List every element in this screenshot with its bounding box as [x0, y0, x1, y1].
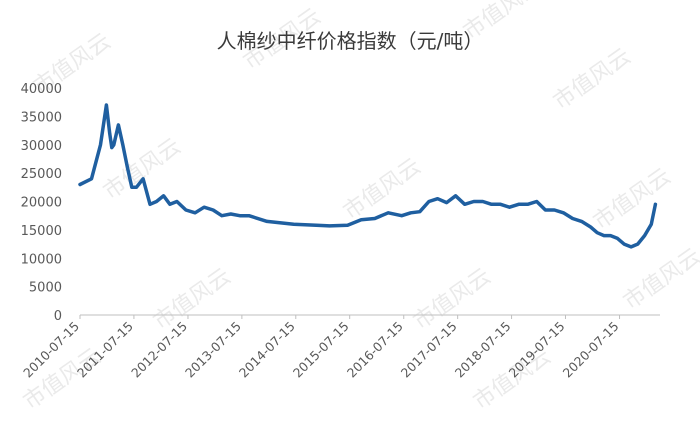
y-tick-label: 5000 [29, 281, 62, 296]
x-tick-label: 2014-07-15 [236, 319, 298, 381]
y-tick-label: 10000 [21, 252, 62, 267]
watermark-text: 市值风云 [589, 164, 675, 235]
series-layer [78, 103, 658, 249]
y-tick-label: 35000 [21, 110, 62, 125]
y-tick-label: 30000 [21, 139, 62, 154]
x-tick-label: 2016-07-15 [344, 319, 406, 381]
y-tick-label: 20000 [21, 196, 62, 211]
watermark-text: 市值风云 [619, 244, 700, 315]
watermark-text: 市值风云 [549, 44, 635, 115]
y-tick-label: 25000 [21, 167, 62, 182]
y-tick-label: 15000 [21, 224, 62, 239]
y-tick-label: 0 [54, 309, 62, 324]
y-axis-ticks: 0 5000 10000 15000 20000 25000 30000 35000 40000 [21, 82, 62, 324]
x-tick-label: 2020-07-15 [560, 319, 622, 381]
chart-title: 人棉纱中纤价格指数（元/吨） [217, 29, 484, 53]
y-tick-label: 40000 [21, 82, 62, 97]
x-tick-label: 2013-07-15 [182, 319, 244, 381]
watermark-text: 市值风云 [149, 264, 235, 335]
series-line [78, 103, 658, 249]
x-tick-label: 2015-07-15 [290, 319, 352, 381]
